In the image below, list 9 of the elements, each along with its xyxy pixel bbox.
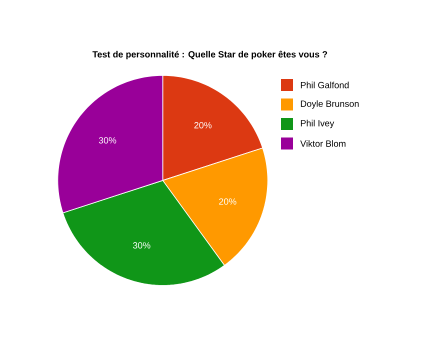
- legend-label: Viktor Blom: [300, 140, 346, 147]
- data-label: 30%: [98, 137, 116, 144]
- chart-title: Test de personnalité : Quelle Star de poker êtes vous ?: [92, 50, 328, 60]
- legend-label: Phil Galfond: [300, 82, 349, 88]
- legend-label: Phil Ivey: [300, 120, 334, 128]
- data-label: 30%: [133, 242, 150, 249]
- legend-label: Doyle Brunson: [300, 100, 359, 109]
- data-label: 20%: [194, 122, 212, 128]
- data-label: 20%: [219, 198, 236, 205]
